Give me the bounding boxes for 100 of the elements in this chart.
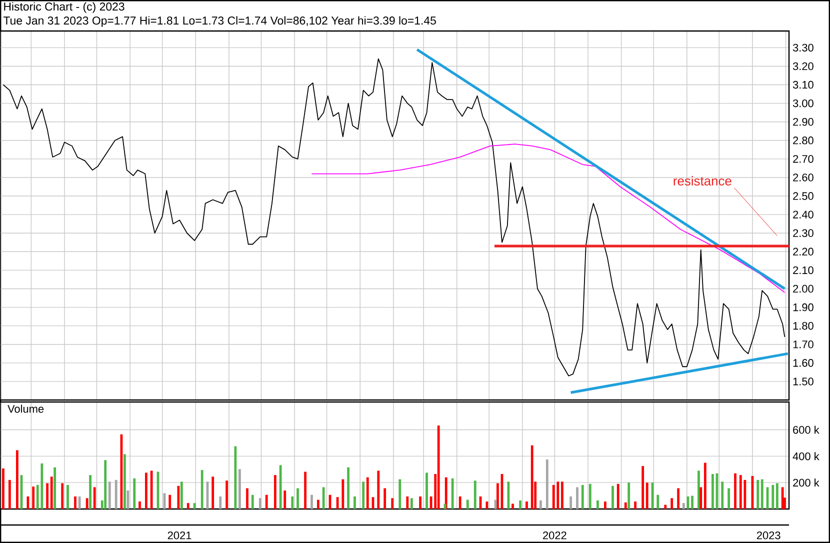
bar [296, 488, 299, 509]
bar [628, 482, 630, 509]
bar [642, 466, 644, 509]
bar [150, 470, 153, 509]
bar [588, 484, 592, 509]
bar [366, 477, 369, 509]
bar [274, 475, 276, 509]
bar [776, 483, 778, 509]
y-tick-label: 1.50 [793, 378, 814, 386]
bar [656, 494, 660, 509]
chart-title: Historic Chart - (c) 2023 [4, 2, 124, 13]
bar [291, 496, 294, 509]
bar [2, 468, 4, 509]
bar [734, 473, 736, 509]
y-tick-label: 2.80 [793, 136, 814, 144]
bar [177, 486, 180, 509]
bar [624, 502, 627, 509]
bar [526, 501, 528, 509]
bar [530, 445, 534, 509]
bar [93, 487, 96, 509]
bar [546, 459, 548, 509]
bar [50, 476, 53, 509]
bar [691, 496, 694, 509]
bar [144, 472, 148, 509]
bar [451, 478, 454, 509]
bar [46, 483, 48, 509]
bar [410, 498, 413, 509]
bar [66, 484, 69, 509]
bar [512, 504, 514, 509]
bar [466, 500, 469, 509]
bar [596, 500, 599, 509]
bar [246, 488, 248, 509]
y-tick-label: 2.10 [793, 266, 814, 274]
bar [61, 483, 64, 509]
bar [104, 460, 107, 509]
bar [406, 496, 409, 509]
bar [279, 465, 282, 509]
bar [200, 470, 204, 509]
bar [258, 498, 262, 509]
bar [251, 494, 254, 509]
bar [354, 496, 356, 509]
y-tick-label: 200 k [793, 478, 820, 487]
bar [760, 479, 764, 509]
x-tick-label: 2023 [756, 532, 780, 540]
bar [398, 479, 402, 509]
bar [474, 480, 476, 509]
bar [108, 482, 111, 509]
bar [89, 475, 92, 509]
y-tick-label: 2.50 [793, 192, 814, 200]
bar [54, 467, 56, 509]
bar [226, 480, 228, 509]
bar [739, 475, 742, 509]
bar [342, 479, 344, 509]
chart-subtitle: Tue Jan 31 2023 Op=1.77 Hi=1.81 Lo=1.73 Cl=1.74 Vol=86,102 Year hi=3.39 lo=1.45 [3, 16, 436, 27]
bar [133, 478, 136, 509]
bar [728, 488, 730, 509]
bar [612, 486, 614, 509]
y-tick-label: 2.70 [793, 155, 814, 163]
bar [570, 496, 572, 509]
x-tick-label: 2021 [168, 532, 192, 540]
annotation: resistance [674, 176, 732, 186]
bar [670, 498, 674, 509]
y-tick-label: 2.00 [793, 284, 814, 293]
y-tick-label: 3.30 [792, 44, 814, 52]
chart-title: Volume [8, 404, 44, 413]
bar [711, 474, 714, 509]
bar [664, 504, 667, 509]
bar [700, 487, 702, 509]
bar [347, 467, 350, 509]
y-tick-label: 3.20 [792, 62, 814, 70]
bar [219, 496, 222, 509]
bar [284, 490, 286, 509]
bar [458, 496, 462, 509]
y-tick-label: 2.30 [793, 229, 814, 237]
y-tick-label: 3.00 [792, 99, 814, 108]
bar [304, 472, 306, 509]
bar [138, 501, 141, 509]
bar [581, 484, 584, 509]
bar [704, 462, 706, 509]
bar [634, 501, 636, 509]
bar [362, 482, 365, 509]
bar [682, 503, 685, 509]
y-tick-label: 1.70 [793, 340, 814, 348]
bar [265, 494, 268, 509]
bar [556, 482, 560, 509]
bar [494, 500, 497, 509]
bar [32, 486, 35, 509]
x-tick-label: 2022 [543, 532, 566, 540]
y-tick-label: 600 k [793, 426, 820, 434]
bar [419, 496, 422, 509]
bar [8, 480, 11, 509]
bar [86, 498, 88, 509]
bar [772, 484, 774, 509]
y-tick-label: 1.80 [793, 322, 814, 330]
bar [552, 484, 555, 509]
bar [444, 477, 448, 509]
bar [186, 503, 190, 509]
bar [496, 483, 499, 509]
bar [123, 454, 126, 509]
bar [16, 450, 18, 509]
